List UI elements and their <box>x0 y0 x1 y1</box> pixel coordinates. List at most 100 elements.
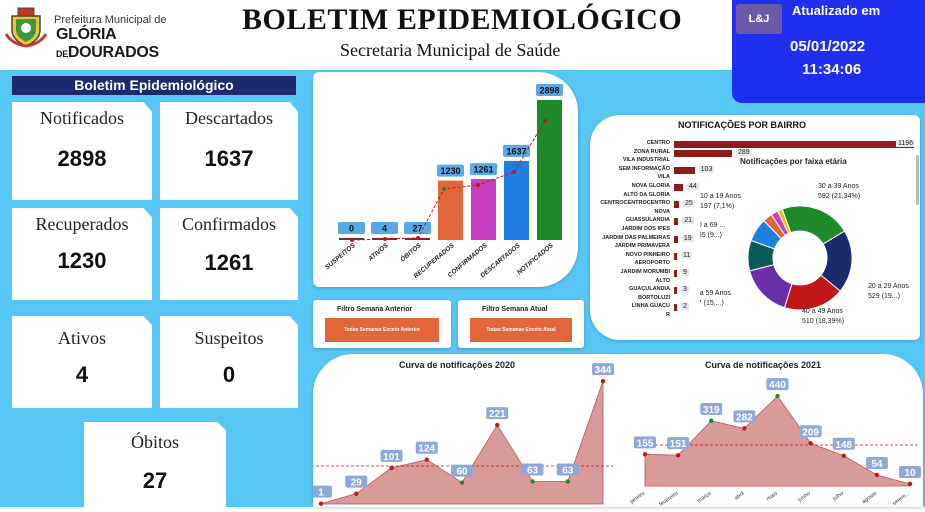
curve-value-bg <box>556 463 579 476</box>
age-label: 10 a 19 Anos <box>700 193 741 200</box>
confirmados-label: Confirmados <box>182 214 276 234</box>
bar-value-label: 0 <box>349 224 354 234</box>
curve-value-label: 344 <box>595 365 612 376</box>
curve-value-label: 155 <box>637 438 654 449</box>
bairro-label: JARDIM DOS IPES <box>621 226 670 232</box>
bar-category-label: ATIVOS <box>366 242 390 264</box>
card-notificados: Notificados 2898 <box>12 102 152 200</box>
curve-point <box>318 501 324 506</box>
bairro-chart-title: NOTIFICAÇÕES POR BAIRRO <box>678 120 807 130</box>
recuperados-value: 1230 <box>57 248 107 273</box>
filter-atual-dropdown[interactable]: Todas Semanas Exceto Atual <box>470 318 572 342</box>
bairro-label: NOVA GLORIA <box>631 183 670 189</box>
bairro-label: ZONA RURAL <box>633 148 670 155</box>
bairro-bar <box>674 235 678 243</box>
curve-point <box>907 481 913 487</box>
curve-value-bg <box>634 436 656 449</box>
bairro-value: 25 <box>683 200 695 208</box>
ativos-value: 4 <box>75 362 89 387</box>
page-title: BOLETIM EPIDEMIOLÓGICO <box>242 3 683 36</box>
bar-value-label: 1637 <box>506 146 526 156</box>
curve-point <box>775 393 780 399</box>
bairro-value: 289 <box>735 148 752 156</box>
bairro-bar <box>674 252 677 260</box>
filter-anterior-label: Filtro Semana Anterior <box>337 306 413 313</box>
curve-value-bg <box>592 363 614 376</box>
bairro-bar <box>674 166 695 174</box>
curve-point <box>495 422 500 428</box>
card-descartados: Descartados 1637 <box>160 102 298 200</box>
bairro-label: CENTRO <box>646 140 670 146</box>
bar-value-label: 1261 <box>473 165 493 175</box>
curve-point <box>642 452 648 457</box>
bairro-bar <box>674 270 677 277</box>
curve-category-label: abril <box>734 491 746 502</box>
curve-category-label: fevereiro <box>658 491 679 507</box>
suspeitos-value: 0 <box>222 362 236 387</box>
bairro-value: 3 <box>681 286 689 294</box>
curve-category-label: agosto <box>861 491 878 505</box>
curve-value-label: 29 <box>351 478 363 489</box>
bairro-label: JARDIM DAS PALMEIRAS <box>602 234 670 241</box>
card-ativos: Ativos 4 <box>12 316 152 408</box>
bar-value-label: 1230 <box>440 166 460 176</box>
curve-value-label: 282 <box>736 412 753 423</box>
age-slice <box>749 264 793 309</box>
suspeitos-label: Suspeitos <box>194 328 264 348</box>
age-slice <box>777 208 792 235</box>
age-label: 510 (18,39%) <box>802 318 844 325</box>
age-label: 529 (19...) <box>868 293 900 300</box>
curve-value-label: 319 <box>703 405 720 416</box>
totals-chart: 0SUSPEITOS4ATIVOS27ÓBITOS1230RECUPERADOS… <box>324 84 563 280</box>
curve-value-bg <box>521 463 544 476</box>
age-chart: 30 a 39 Anos 592 (21,34%) 20 a 29 Anos 529 … <box>700 183 909 325</box>
bairro-label: CENTROCENTROCENTRO <box>600 200 670 207</box>
curve-point <box>389 465 394 471</box>
bairro-bar <box>674 184 683 191</box>
bairro-label: JARDIM MORUMBI <box>620 269 671 275</box>
bairro-label: GUAÇULANDIA <box>629 286 670 293</box>
city-name: GLÓRIA DEDOURADOS <box>56 26 159 61</box>
crest-icon <box>4 7 48 48</box>
bairro-label: R <box>666 312 670 318</box>
curve-category-label: junho <box>796 491 811 504</box>
curve-value-label: 10 <box>904 468 916 479</box>
lj-logo: L&J <box>736 4 782 34</box>
curve-category-label: janeiro <box>628 491 646 506</box>
bar-value-bg <box>371 222 398 234</box>
curve-category-label: março <box>696 491 712 505</box>
bairro-bar <box>674 304 677 312</box>
card-recuperados: Recuperados 1230 <box>12 208 152 300</box>
obitos-label: Óbitos <box>130 432 179 452</box>
bairro-label: BORTOLUZI <box>638 294 670 301</box>
bairro-label: NOVO PINHEIRO <box>625 251 670 258</box>
age-label: 30 a 39 Anos <box>818 183 859 190</box>
filter-atual-label: Filtro Semana Atual <box>482 306 548 313</box>
summary-title: Boletim Epidemiológico <box>12 76 296 95</box>
curve-value-label: 151 <box>670 439 687 450</box>
curve-value-label: 440 <box>769 380 786 391</box>
curve-2020-title: Curva de notificações 2020 <box>399 360 516 370</box>
bairro-label: LINHA GUAÇU <box>631 303 670 310</box>
curve-value-label: 221 <box>489 409 506 420</box>
curve-category-label: maio <box>765 491 778 503</box>
curve-point <box>424 457 429 462</box>
filter-anterior-dropdown[interactable]: Todas Semanas Exceto Anterior <box>325 318 439 342</box>
curve-value-label: 63 <box>562 466 574 477</box>
bairro-label: VILA <box>657 174 670 181</box>
bar-category-label: SUSPEITOS <box>324 242 357 272</box>
bairro-value: 1196 <box>896 140 916 147</box>
scrollbar[interactable] <box>916 155 919 205</box>
card-suspeitos: Suspeitos 0 <box>160 316 298 408</box>
bar-value-label: 27 <box>412 224 422 234</box>
curve-value-bg <box>486 407 509 420</box>
bairro-bar <box>674 218 679 226</box>
curve-point <box>874 472 880 478</box>
age-label: 60 a 69 ... <box>700 222 725 229</box>
curve-value-bg <box>865 456 888 469</box>
trend-point <box>350 238 354 242</box>
bairro-value: 21 <box>682 217 694 225</box>
totals-chart-panel: 0 SUSPEITOS 4 ATIVOS 27 ÓBITOS 1230 RECUPERADOS… <box>313 72 578 287</box>
page-subtitle: Secretaria Municipal de Saúde <box>340 40 561 60</box>
update-label: Atualizado em <box>792 3 881 18</box>
